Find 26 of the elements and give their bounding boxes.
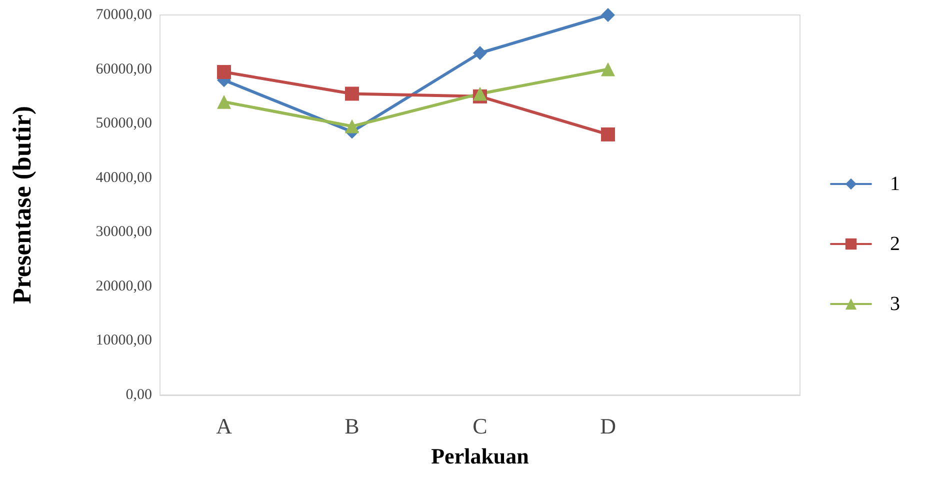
legend-label: 1 xyxy=(890,173,900,195)
y-tick-label: 0,00 xyxy=(126,387,152,403)
y-tick-label: 10000,00 xyxy=(96,332,152,349)
x-tick-label: A xyxy=(216,414,232,438)
x-tick-label: C xyxy=(472,414,488,438)
y-tick-label: 30000,00 xyxy=(96,224,152,240)
point xyxy=(217,65,231,79)
point xyxy=(601,8,615,22)
y-tick-label: 60000,00 xyxy=(96,61,152,78)
legend-label: 2 xyxy=(890,233,900,255)
y-tick-label: 70000,00 xyxy=(96,7,152,23)
point xyxy=(345,86,359,101)
point xyxy=(345,119,359,134)
y-tick-label: 40000,00 xyxy=(96,170,152,186)
point xyxy=(473,46,487,60)
y-tick-label: 20000,00 xyxy=(96,278,152,294)
x-tick-label: B xyxy=(344,414,360,438)
point xyxy=(601,62,615,76)
point xyxy=(217,94,231,109)
point xyxy=(601,127,615,142)
y-axis-title: Presentase (butir) xyxy=(8,106,36,304)
x-tick-label: D xyxy=(600,414,616,438)
y-tick-label: 50000,00 xyxy=(96,116,152,132)
point xyxy=(473,86,487,101)
x-axis-title: Perlakuan xyxy=(431,444,529,468)
legend-label: 3 xyxy=(890,293,900,315)
